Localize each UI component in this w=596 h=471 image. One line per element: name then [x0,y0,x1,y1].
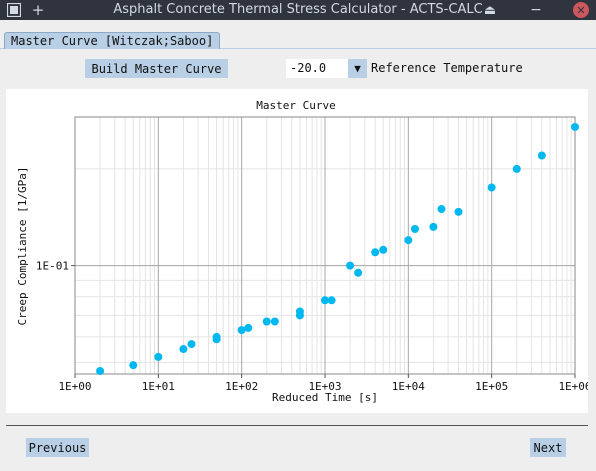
data-point [346,261,355,270]
y-tick-label: 1E-01 [36,260,69,273]
next-button[interactable]: Next [530,438,566,457]
axis-ticks [71,265,576,378]
x-tick-label: 1E+03 [308,380,341,393]
tab-master-curve[interactable]: Master Curve [Witczak;Saboo] [4,32,221,49]
chart-title: Master Curve [256,99,335,112]
data-point [429,222,438,231]
data-point [487,183,496,192]
data-point [404,236,413,245]
reference-temperature-label: Reference Temperature [371,61,523,75]
data-point [179,345,188,354]
data-point [262,317,271,326]
reference-temperature-dropdown-icon[interactable]: ▼ [348,59,367,78]
data-point [537,151,546,160]
close-icon[interactable]: ✕ [573,2,589,18]
data-point [96,366,105,375]
x-tick-label: 1E+00 [58,380,91,393]
y-axis-label: Creep Compliance [1/GPa] [16,167,29,326]
master-curve-panel: Build Master Curve -20.0 ▼ Reference Tem… [0,49,596,471]
data-point [571,122,579,131]
x-axis-label: Reduced Time [s] [272,391,378,404]
x-tick-label: 1E+05 [475,380,508,393]
plus-icon[interactable]: + [31,1,45,19]
data-point [354,268,363,277]
window-title: Asphalt Concrete Thermal Stress Calculat… [113,2,483,17]
data-point [512,164,521,173]
data-point [437,205,446,214]
x-tick-label: 1E+01 [142,380,175,393]
data-point [237,326,246,335]
data-point [154,352,163,361]
master-curve-chart: 1E+00 1E+01 1E+02 1E+03 1E+04 1E+05 1E+06 1E-01… [6,89,592,413]
data-point [371,248,380,257]
previous-button[interactable]: Previous [26,438,89,457]
data-point [410,224,419,233]
data-point [295,307,304,316]
chart-svg: 1E+00 1E+01 1E+02 1E+03 1E+04 1E+05 1E+06 1E-01… [16,99,592,404]
data-point [270,317,279,326]
x-tick-label: 1E+02 [225,380,258,393]
data-point [187,340,196,349]
data-point [129,361,138,370]
data-point [244,323,253,332]
separator [6,425,588,426]
app-menu-icon[interactable] [7,3,21,17]
eject-icon[interactable]: ⏏ [483,2,497,18]
x-tick-label: 1E+06 [558,380,588,393]
build-master-curve-button[interactable]: Build Master Curve [85,59,228,78]
reference-temperature-field[interactable]: -20.0 [286,59,348,78]
minimize-icon[interactable]: − [530,2,542,18]
data-point [379,245,388,254]
data-point [327,296,336,305]
data-point [212,332,221,341]
minor-grid [75,117,575,374]
data-point [321,296,329,305]
tab-strip: Master Curve [Witczak;Saboo] [0,32,596,49]
x-tick-label: 1E+04 [392,380,425,393]
tick-labels: 1E+00 1E+01 1E+02 1E+03 1E+04 1E+05 1E+06 1E-01 [36,260,592,393]
data-point [454,207,463,216]
title-bar: + Asphalt Concrete Thermal Stress Calcul… [0,0,596,20]
data-points [96,122,579,375]
